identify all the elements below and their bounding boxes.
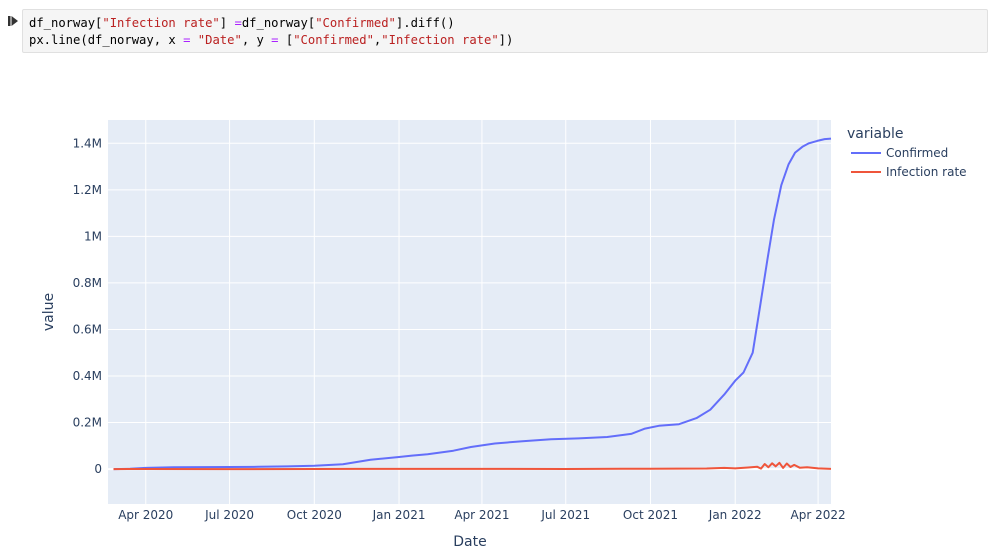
legend[interactable]: variable Confirmed Infection rate <box>847 126 967 179</box>
code-token: [ <box>278 33 294 47</box>
legend-label: Confirmed <box>886 146 948 160</box>
x-tick-label: Jan 2021 <box>372 508 426 522</box>
plot-background <box>108 120 831 504</box>
code-token: = <box>183 33 191 47</box>
code-line: df_norway["Infection rate"] =df_norway["… <box>29 15 987 32</box>
legend-label: Infection rate <box>886 165 967 179</box>
series-lines <box>113 137 832 471</box>
x-tick-label: Jan 2022 <box>708 508 762 522</box>
y-tick-label: 1M <box>84 229 102 243</box>
y-tick-label: 0.4M <box>73 369 102 383</box>
legend-item-infection-rate[interactable]: Infection rate <box>851 165 967 179</box>
code-token: df_norway[ <box>29 16 103 30</box>
code-token: , <box>373 33 382 47</box>
x-tick-label: Jul 2021 <box>540 508 590 522</box>
x-tick-label: Jul 2020 <box>204 508 254 522</box>
x-tick-label: Oct 2021 <box>623 508 678 522</box>
y-tick-label: 0.2M <box>73 416 102 430</box>
code-token: = <box>234 16 242 30</box>
code-token: "Date" <box>197 33 242 47</box>
y-tick-label: 0.8M <box>73 276 102 290</box>
run-cell-button[interactable] <box>6 14 20 28</box>
code-token: = <box>271 33 279 47</box>
code-token: "Infection rate" <box>102 16 220 30</box>
code-token: , y <box>241 33 272 47</box>
x-gridlines <box>145 120 819 504</box>
legend-item-confirmed[interactable]: Confirmed <box>851 146 948 160</box>
code-token: ] <box>219 16 235 30</box>
x-tick-label: Apr 2020 <box>118 508 173 522</box>
code-token: ]) <box>498 33 514 47</box>
y-axis-title: value <box>41 293 57 331</box>
y-tick-labels: 0 0.2M 0.4M 0.6M 0.8M 1M 1.2M 1.4M <box>73 136 102 476</box>
code-token: ].diff() <box>395 16 455 30</box>
y-tick-label: 1.2M <box>73 183 102 197</box>
x-tick-label: Apr 2021 <box>454 508 509 522</box>
code-token: "Confirmed" <box>293 33 374 47</box>
legend-title: variable <box>847 126 903 142</box>
code-token: px.line(df_norway, x <box>29 33 184 47</box>
infection-rate-series-line <box>113 461 832 471</box>
code-token: "Infection rate" <box>381 33 499 47</box>
x-tick-labels: Apr 2020 Jul 2020 Oct 2020 Jan 2021 Apr 2021… <box>118 508 845 522</box>
confirmed-series-line <box>113 137 832 471</box>
y-tick-label: 1.4M <box>73 136 102 150</box>
code-token: "Confirmed" <box>315 16 396 30</box>
x-axis-title: Date <box>453 534 486 550</box>
x-tick-label: Oct 2020 <box>287 508 342 522</box>
code-cell[interactable]: df_norway["Infection rate"] =df_norway["… <box>22 9 988 53</box>
y-tick-label: 0 <box>94 462 102 476</box>
run-cell-icon <box>8 16 18 26</box>
y-tick-label: 0.6M <box>73 322 102 336</box>
code-line: px.line(df_norway, x = "Date", y = ["Con… <box>29 32 987 49</box>
x-tick-label: Apr 2022 <box>791 508 846 522</box>
code-token: df_norway[ <box>241 16 316 30</box>
